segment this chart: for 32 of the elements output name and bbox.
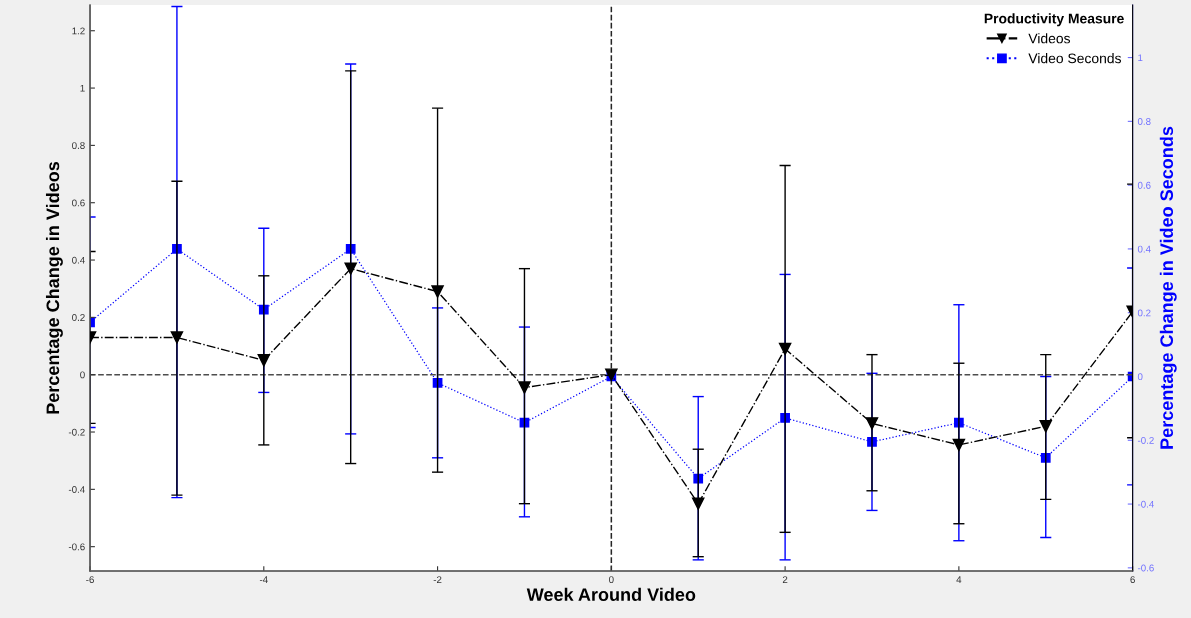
- y-tick-label: 0.2: [72, 314, 85, 321]
- x-tick-label: 6: [1130, 576, 1135, 584]
- x-tick-label: -4: [259, 576, 268, 583]
- y2-tick-label: 0.2: [1137, 309, 1151, 317]
- y2-tick-label: -0.4: [1137, 500, 1154, 508]
- y-tick-label: -0.2: [68, 428, 85, 436]
- y2-axis-title: Percentage Change in Video Seconds: [1159, 126, 1177, 449]
- y-tick-label: -0.6: [68, 543, 85, 551]
- x-tick-label: 4: [956, 576, 962, 583]
- x-tick-label: -6: [86, 576, 94, 584]
- y-tick-label: 0.6: [72, 199, 85, 207]
- y2-tick-label: 0.8: [1137, 118, 1151, 125]
- legend-title: Productivity Measure: [984, 13, 1124, 27]
- y2-tick-label: -0.6: [1137, 564, 1154, 572]
- x-tick-label: -2: [433, 576, 442, 583]
- y-tick-label: 0.4: [72, 256, 85, 264]
- x-tick-label: 2: [782, 576, 788, 583]
- y2-tick-label: 1: [1138, 54, 1143, 62]
- y2-tick-label: 0: [1137, 373, 1143, 381]
- y-tick-label: 0.8: [72, 142, 85, 150]
- y-tick-label: 1.2: [72, 27, 85, 35]
- y2-tick-label: -0.2: [1137, 437, 1154, 444]
- y2-tick-label: 0.6: [1137, 181, 1151, 189]
- y2-tick-label: 0.4: [1137, 245, 1151, 253]
- legend-label: Video Seconds: [1028, 53, 1121, 64]
- x-tick-label: 0: [609, 576, 614, 584]
- y-tick-label: -0.4: [68, 486, 85, 493]
- y-axis-title: Percentage Change in Videos: [45, 161, 63, 414]
- y-tick-label: 1: [80, 84, 85, 92]
- x-axis-title: Week Around Video: [526, 587, 696, 601]
- y-tick-label: 0: [80, 371, 85, 379]
- legend-label: Videos: [1028, 33, 1071, 44]
